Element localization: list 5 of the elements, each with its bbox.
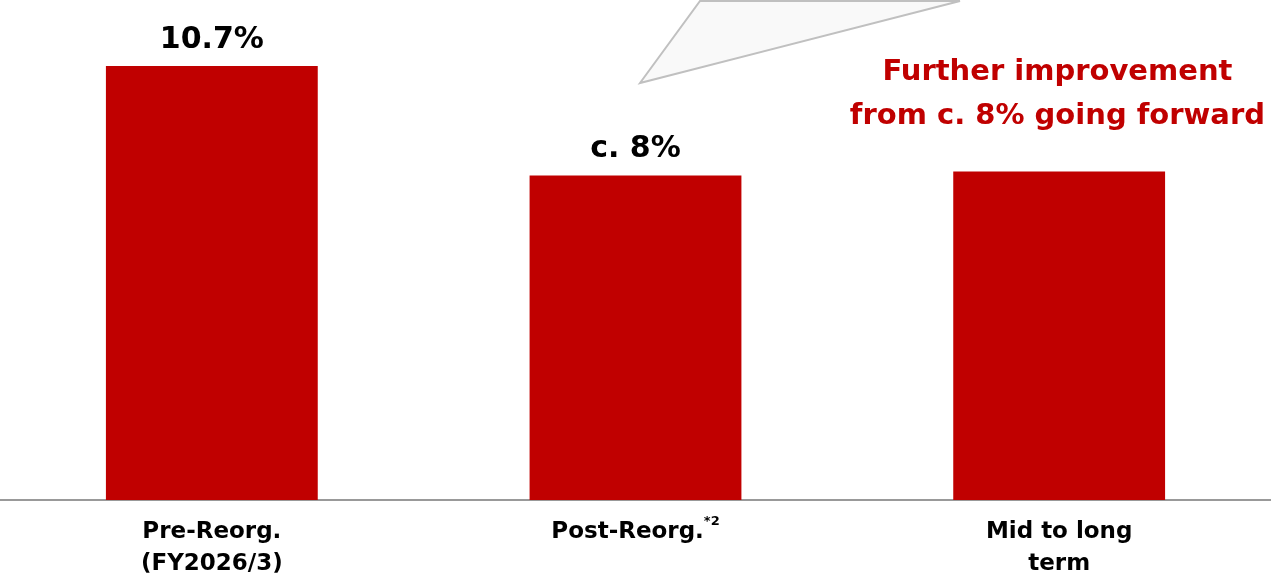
x-tick-label: Pre-Reorg. (FY2026/3): [140, 517, 283, 575]
x-tick-label: Mid to long term: [985, 517, 1133, 575]
data-label: c. 8%: [590, 129, 681, 165]
annotation: Further improvement from c. 8% going forward: [849, 53, 1266, 131]
data-label: 10.7%: [159, 19, 264, 55]
